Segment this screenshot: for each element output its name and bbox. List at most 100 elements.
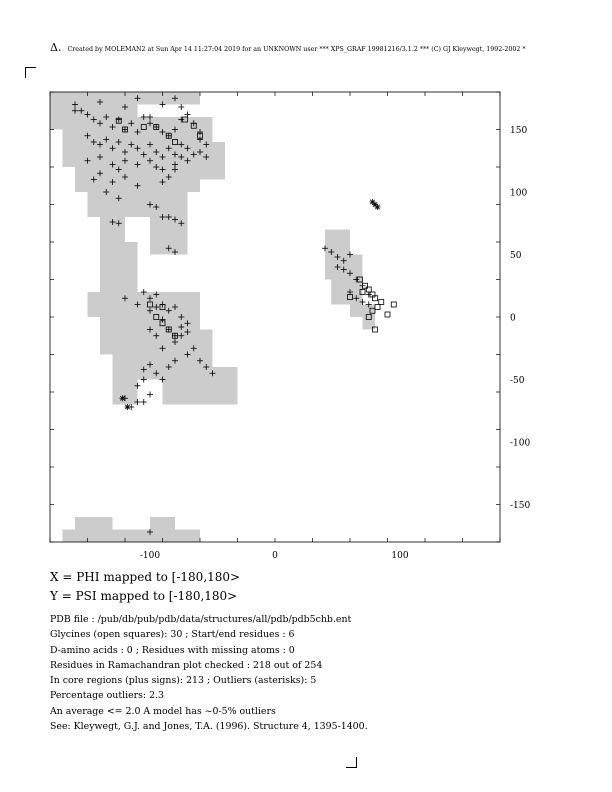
plus-point <box>140 399 147 405</box>
y-axis-mapping: Y = PSI mapped to [-180,180> <box>50 589 238 603</box>
plus-point <box>115 116 122 123</box>
plus-point <box>153 291 160 298</box>
plus-point <box>209 370 216 377</box>
plus-point <box>109 161 116 168</box>
plus-point <box>328 249 335 255</box>
plus-point <box>78 107 85 114</box>
info-glycines: Glycines (open squares): 30 ; Start/end … <box>50 629 295 641</box>
y-tick-label: 50 <box>510 251 522 261</box>
plus-point <box>178 314 185 320</box>
plus-point <box>340 266 347 273</box>
info-d-amino-acids: D-amino acids : 0 ; Residues with missin… <box>50 644 295 656</box>
plus-point <box>84 157 91 164</box>
plus-point <box>172 166 178 173</box>
core-region <box>200 329 213 355</box>
plus-point <box>147 391 153 398</box>
square-point <box>172 139 178 145</box>
plus-point <box>172 126 178 133</box>
square-point <box>153 124 160 130</box>
plus-point <box>134 182 141 189</box>
square-point <box>362 282 368 289</box>
core-region <box>200 142 225 180</box>
core-region <box>75 517 113 530</box>
square-point <box>153 314 160 320</box>
ramachandran-plot: 150 100 50 0 -50 -100 -150 -100 0 100 <box>49 91 531 561</box>
plus-point <box>178 332 185 339</box>
bottom-right-corner-mark <box>346 757 357 768</box>
plus-point <box>159 376 166 383</box>
plus-point <box>159 214 166 220</box>
plus-point <box>128 120 135 127</box>
plus-point <box>134 161 141 168</box>
square-point <box>347 294 353 300</box>
plus-point <box>97 154 103 160</box>
plus-point <box>190 151 197 158</box>
plus-point <box>115 195 122 202</box>
plus-point <box>347 251 353 258</box>
plus-point <box>72 101 78 108</box>
core-region <box>112 354 213 380</box>
plus-point <box>147 295 153 302</box>
plus-point <box>178 154 185 160</box>
info-block: PDB file : /pub/db/pub/pdb/data/structur… <box>50 612 368 734</box>
square-point <box>140 124 147 130</box>
plus-point <box>140 151 147 158</box>
plus-point <box>178 220 185 227</box>
core-region <box>87 192 188 217</box>
plus-point <box>184 111 191 118</box>
plus-point <box>172 357 178 364</box>
core-region <box>62 117 213 167</box>
plus-point <box>90 176 97 183</box>
square-point <box>115 117 122 124</box>
plus-point <box>122 157 128 164</box>
core-region <box>62 529 200 542</box>
info-percentage-outliers: Percentage outliers: 2.3 <box>50 690 164 702</box>
plus-point <box>159 101 166 108</box>
plus-point <box>347 270 353 277</box>
plus-point <box>140 289 147 295</box>
plus-point <box>172 332 178 339</box>
square-point <box>172 332 178 339</box>
plus-point <box>84 111 91 118</box>
plus-point <box>165 364 172 370</box>
plus-point <box>340 257 347 264</box>
square-point <box>165 132 172 139</box>
header-symbol: Δ. <box>50 41 62 54</box>
plus-point <box>122 174 128 180</box>
core-region <box>362 317 375 330</box>
plus-point <box>165 214 172 220</box>
plus-point <box>197 136 203 143</box>
square-point <box>384 311 391 318</box>
info-pdb-file: PDB file : /pub/db/pub/pdb/data/structur… <box>50 614 352 625</box>
plus-point <box>109 179 116 185</box>
plus-point <box>184 320 191 327</box>
plus-point <box>122 126 128 133</box>
square-point <box>372 326 378 333</box>
core-region <box>137 92 200 105</box>
plus-point <box>190 345 197 352</box>
square-point <box>122 126 128 133</box>
square-point <box>159 320 166 327</box>
square-point <box>390 301 397 308</box>
square-point <box>365 286 372 293</box>
plus-point <box>134 129 141 135</box>
plus-point <box>115 166 122 173</box>
tick-labels: 150 100 50 0 -50 -100 -150 -100 0 100 <box>140 126 531 561</box>
plus-point <box>165 245 172 252</box>
core-region <box>150 517 175 530</box>
y-tick-label: 150 <box>510 126 527 136</box>
plus-point <box>109 124 116 130</box>
core-region <box>100 317 200 355</box>
plus-point <box>165 326 172 333</box>
plus-point <box>159 316 166 323</box>
data-points <box>72 95 397 535</box>
plus-point <box>322 245 328 252</box>
plus-point <box>90 116 97 123</box>
plus-point <box>203 364 210 370</box>
core-region <box>212 367 238 392</box>
plus-point <box>165 174 172 180</box>
plus-point <box>90 139 97 145</box>
plus-point <box>147 307 153 314</box>
plot-frame <box>49 91 501 543</box>
x-tick-label: 100 <box>391 551 408 561</box>
